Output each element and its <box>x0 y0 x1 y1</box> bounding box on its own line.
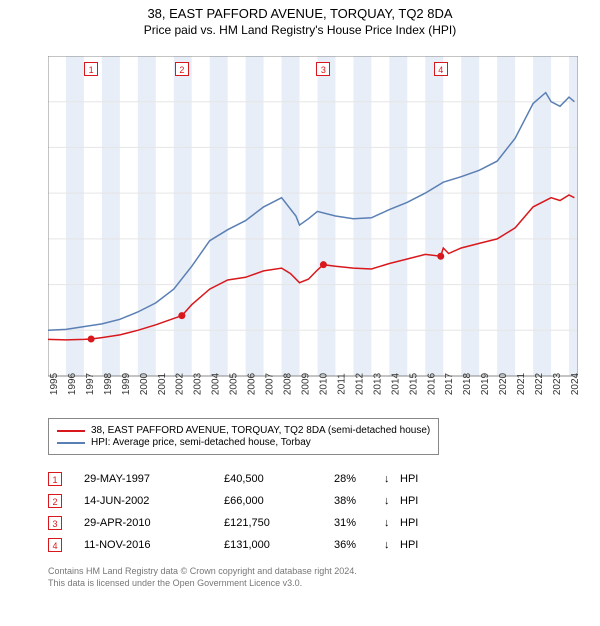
x-tick-label: 1999 <box>121 372 132 395</box>
transaction-dot <box>437 253 444 260</box>
x-tick-label: 2013 <box>372 372 383 395</box>
transaction-marker: 3 <box>316 62 330 76</box>
transaction-table: 129-MAY-1997£40,50028%↓HPI214-JUN-2002£6… <box>48 468 418 556</box>
x-tick-label: 2003 <box>193 372 204 395</box>
x-tick-label: 2006 <box>247 372 258 395</box>
x-tick-label: 2018 <box>462 372 473 395</box>
chart-subtitle: Price paid vs. HM Land Registry's House … <box>0 23 600 37</box>
x-tick-label: 2011 <box>336 373 347 395</box>
x-tick-label: 2022 <box>534 372 545 395</box>
transaction-pct: 38% <box>334 495 384 507</box>
transaction-marker: 1 <box>84 62 98 76</box>
x-tick-label: 1995 <box>49 372 60 395</box>
footer-line: This data is licensed under the Open Gov… <box>48 578 357 590</box>
x-tick-label: 2019 <box>480 372 491 395</box>
transaction-pct: 28% <box>334 473 384 485</box>
transaction-pct: 36% <box>334 539 384 551</box>
down-arrow-icon: ↓ <box>384 495 400 507</box>
x-tick-label: 2010 <box>318 372 329 395</box>
x-tick-label: 2024 <box>570 372 578 395</box>
x-tick-label: 2002 <box>175 372 186 395</box>
transaction-vs: HPI <box>400 539 418 551</box>
x-tick-label: 2001 <box>157 372 168 395</box>
transaction-marker: 2 <box>48 494 62 508</box>
footer-attribution: Contains HM Land Registry data © Crown c… <box>48 566 357 589</box>
transaction-marker: 4 <box>48 538 62 552</box>
transaction-price: £40,500 <box>224 473 334 485</box>
x-tick-label: 2000 <box>139 372 150 395</box>
x-tick-label: 1997 <box>85 372 96 395</box>
transaction-date: 11-NOV-2016 <box>84 539 224 551</box>
transaction-date: 29-APR-2010 <box>84 517 224 529</box>
footer-line: Contains HM Land Registry data © Crown c… <box>48 566 357 578</box>
x-tick-label: 2020 <box>498 372 509 395</box>
chart-plot: £0£50K£100K£150K£200K£250K£300K£350K 199… <box>48 56 578 406</box>
x-tick-label: 2009 <box>301 372 312 395</box>
transaction-dot <box>320 261 327 268</box>
transaction-vs: HPI <box>400 495 418 507</box>
transaction-dot <box>178 312 185 319</box>
transaction-price: £66,000 <box>224 495 334 507</box>
transaction-marker: 1 <box>48 472 62 486</box>
series-hpi <box>48 93 574 331</box>
transaction-row: 4 11-NOV-2016£131,00036%↓HPI <box>48 534 418 556</box>
transaction-marker: 3 <box>48 516 62 530</box>
chart-title: 38, EAST PAFFORD AVENUE, TORQUAY, TQ2 8D… <box>0 6 600 21</box>
transaction-dot <box>88 335 95 342</box>
x-tick-label: 2023 <box>552 372 563 395</box>
transaction-date: 14-JUN-2002 <box>84 495 224 507</box>
x-tick-label: 2012 <box>354 372 365 395</box>
x-tick-label: 2016 <box>426 372 437 395</box>
x-tick-label: 2015 <box>408 372 419 395</box>
transaction-price: £131,000 <box>224 539 334 551</box>
x-tick-label: 2014 <box>390 372 401 395</box>
down-arrow-icon: ↓ <box>384 473 400 485</box>
legend-label: 38, EAST PAFFORD AVENUE, TORQUAY, TQ2 8D… <box>91 425 430 436</box>
transaction-marker: 4 <box>434 62 448 76</box>
transaction-vs: HPI <box>400 517 418 529</box>
down-arrow-icon: ↓ <box>384 539 400 551</box>
x-tick-label: 2004 <box>211 372 222 395</box>
legend-label: HPI: Average price, semi-detached house,… <box>91 437 311 448</box>
transaction-date: 29-MAY-1997 <box>84 473 224 485</box>
x-tick-label: 2005 <box>229 372 240 395</box>
legend-item-property: 38, EAST PAFFORD AVENUE, TORQUAY, TQ2 8D… <box>57 425 430 436</box>
x-tick-label: 2008 <box>283 372 294 395</box>
transaction-marker: 2 <box>175 62 189 76</box>
x-tick-label: 2007 <box>265 372 276 395</box>
legend-item-hpi: HPI: Average price, semi-detached house,… <box>57 437 430 448</box>
x-tick-label: 1998 <box>103 372 114 395</box>
transaction-row: 1 29-MAY-1997£40,50028%↓HPI <box>48 468 418 490</box>
transaction-row: 2 14-JUN-2002£66,00038%↓HPI <box>48 490 418 512</box>
transaction-row: 3 29-APR-2010£121,75031%↓HPI <box>48 512 418 534</box>
x-tick-label: 2021 <box>516 372 527 395</box>
transaction-vs: HPI <box>400 473 418 485</box>
transaction-pct: 31% <box>334 517 384 529</box>
transaction-price: £121,750 <box>224 517 334 529</box>
legend: 38, EAST PAFFORD AVENUE, TORQUAY, TQ2 8D… <box>48 418 439 455</box>
x-tick-label: 1996 <box>67 372 78 395</box>
down-arrow-icon: ↓ <box>384 517 400 529</box>
x-tick-label: 2017 <box>444 372 455 395</box>
